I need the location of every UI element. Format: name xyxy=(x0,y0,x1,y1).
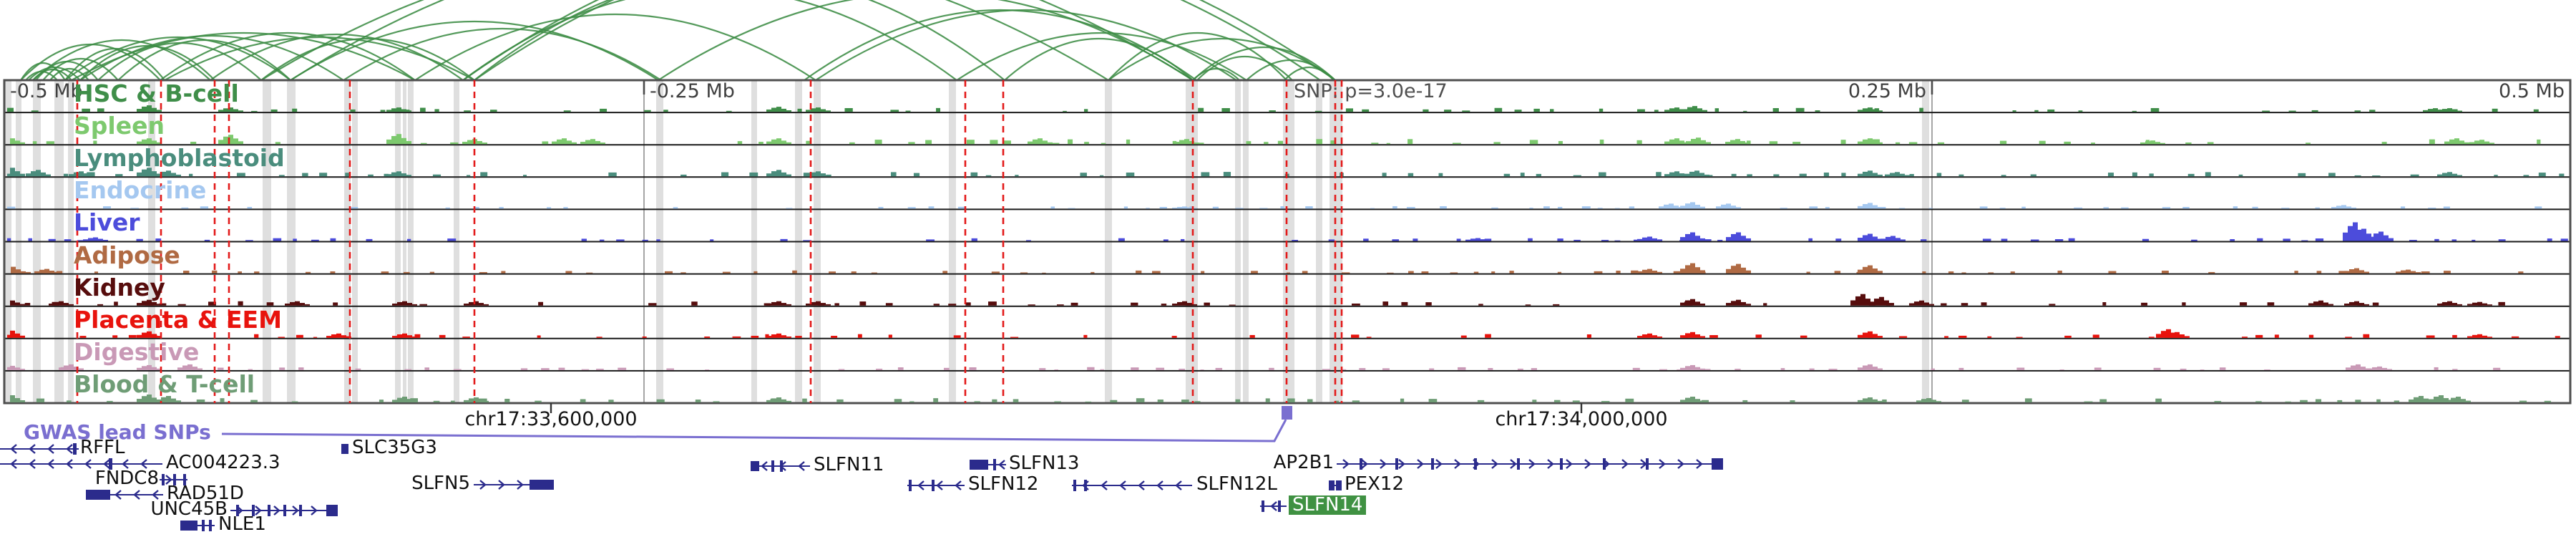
gene-label-ac004223.3: AC004223.3 xyxy=(166,452,280,473)
gene-label-slfn11: SLFN11 xyxy=(814,454,884,475)
gene-fndc8 xyxy=(160,474,187,485)
gene-label-fndc8: FNDC8 xyxy=(94,468,159,489)
interaction-arcs xyxy=(20,0,1336,81)
gene-slfn12 xyxy=(907,480,965,491)
interaction-arc xyxy=(71,32,416,81)
interaction-arc xyxy=(260,38,475,81)
track-label-hsc-b-cell: HSC & B-cell xyxy=(74,79,239,107)
gene-slc35g3 xyxy=(341,444,348,454)
gene-label-ap2b1: AP2B1 xyxy=(1273,452,1334,473)
signal-track-2 xyxy=(10,134,2541,145)
signal-track-7 xyxy=(10,294,2505,306)
interaction-arc xyxy=(1108,32,1287,81)
gene-label-unc45b: UNC45B xyxy=(150,498,228,520)
red-dashed-highlights xyxy=(76,80,1343,403)
gene-pex12 xyxy=(1329,480,1342,490)
signal-track-9 xyxy=(7,364,2501,370)
gene-rad51d xyxy=(86,490,163,500)
axis-label-plus-0-25mb: 0.25 Mb xyxy=(1848,80,1926,102)
interaction-arc xyxy=(1196,55,1293,81)
gene-label-slfn5: SLFN5 xyxy=(411,473,470,494)
gene-unc45b xyxy=(230,505,338,516)
snp-pvalue-label: SNP: p=3.0e-17 xyxy=(1294,80,1448,102)
interaction-arc xyxy=(1192,46,1336,81)
axis-label-minus-0-25mb: -0.25 Mb xyxy=(650,80,735,102)
signal-track-5 xyxy=(7,222,2568,241)
axis-label-plus-0-5mb: 0.5 Mb xyxy=(2499,80,2565,102)
gene-label-rffl: RFFL xyxy=(80,437,125,458)
track-label-adipose: Adipose xyxy=(74,241,180,269)
gene-ac004223.3 xyxy=(0,458,162,470)
interaction-arc xyxy=(1108,37,1336,81)
interaction-arc xyxy=(474,0,1005,81)
gene-label-nle1: NLE1 xyxy=(218,513,266,535)
genomic-coordinate-left: chr17:33,600,000 xyxy=(464,408,638,430)
gene-slfn12l xyxy=(1072,480,1192,491)
gwas-lead-snps-label: GWAS lead SNPs xyxy=(24,420,211,444)
interaction-arc xyxy=(1004,37,1194,81)
gene-slfn5 xyxy=(474,480,554,490)
interaction-arc xyxy=(164,36,475,81)
interaction-arc xyxy=(462,0,957,81)
gwas-callout-line xyxy=(221,419,1287,442)
interaction-arc xyxy=(25,70,58,81)
gene-label-slfn12: SLFN12 xyxy=(968,473,1039,495)
gene-label-slfn12l: SLFN12L xyxy=(1196,473,1277,495)
signal-track-4 xyxy=(7,202,2542,209)
gene-label-rad51d: RAD51D xyxy=(167,483,244,504)
gene-slfn13 xyxy=(970,459,1006,470)
track-label-digestive: Digestive xyxy=(74,337,200,366)
interaction-arc xyxy=(42,57,119,81)
gene-label-slc35g3: SLC35G3 xyxy=(352,437,437,458)
gene-slfn14 xyxy=(1260,500,1287,512)
signal-track-1 xyxy=(7,105,2539,112)
interaction-arc xyxy=(64,36,291,81)
interaction-arc xyxy=(64,47,165,81)
interaction-arc xyxy=(956,32,1247,81)
interaction-arc xyxy=(290,21,659,81)
track-label-lymphoblastoid: Lymphoblastoid xyxy=(74,144,285,173)
signal-track-3 xyxy=(7,168,2565,177)
interaction-arc xyxy=(32,39,211,81)
gene-rffl xyxy=(0,443,79,455)
axis-label-minus-0-5mb: -0.5 Mb xyxy=(10,80,83,102)
gene-nle1 xyxy=(180,520,215,531)
gene-slfn11 xyxy=(751,460,810,472)
signal-tracks xyxy=(7,105,2568,402)
gene-label-slfn14: SLFN14 xyxy=(1289,495,1367,516)
gwas-lead-snp-marker xyxy=(1282,406,1292,420)
interaction-arc xyxy=(20,62,66,81)
gene-annotations xyxy=(0,443,1723,531)
interaction-arc xyxy=(414,13,816,81)
signal-track-10 xyxy=(10,395,2552,402)
interaction-arc xyxy=(290,0,1194,81)
signal-track-6 xyxy=(11,263,2524,274)
interaction-arc xyxy=(462,0,1336,81)
interaction-arc xyxy=(474,0,1321,81)
interaction-arc xyxy=(343,28,662,81)
gene-label-slfn13: SLFN13 xyxy=(1009,453,1080,474)
track-label-placenta-eem: Placenta & EEM xyxy=(74,305,282,334)
track-label-kidney: Kidney xyxy=(74,273,165,301)
signal-track-8 xyxy=(7,329,2560,338)
track-label-endocrine: Endocrine xyxy=(74,176,207,205)
track-label-spleen: Spleen xyxy=(74,112,165,140)
track-label-blood-t-cell: Blood & T-cell xyxy=(74,369,255,398)
gene-label-pex12: PEX12 xyxy=(1345,473,1405,495)
interaction-arc xyxy=(260,0,1109,81)
genomic-coordinate-right: chr17:34,000,000 xyxy=(1495,408,1668,430)
track-label-liver: Liver xyxy=(74,208,140,237)
interaction-arc xyxy=(28,66,81,81)
interaction-arc xyxy=(658,0,1194,81)
gene-ap2b1 xyxy=(1337,458,1723,470)
